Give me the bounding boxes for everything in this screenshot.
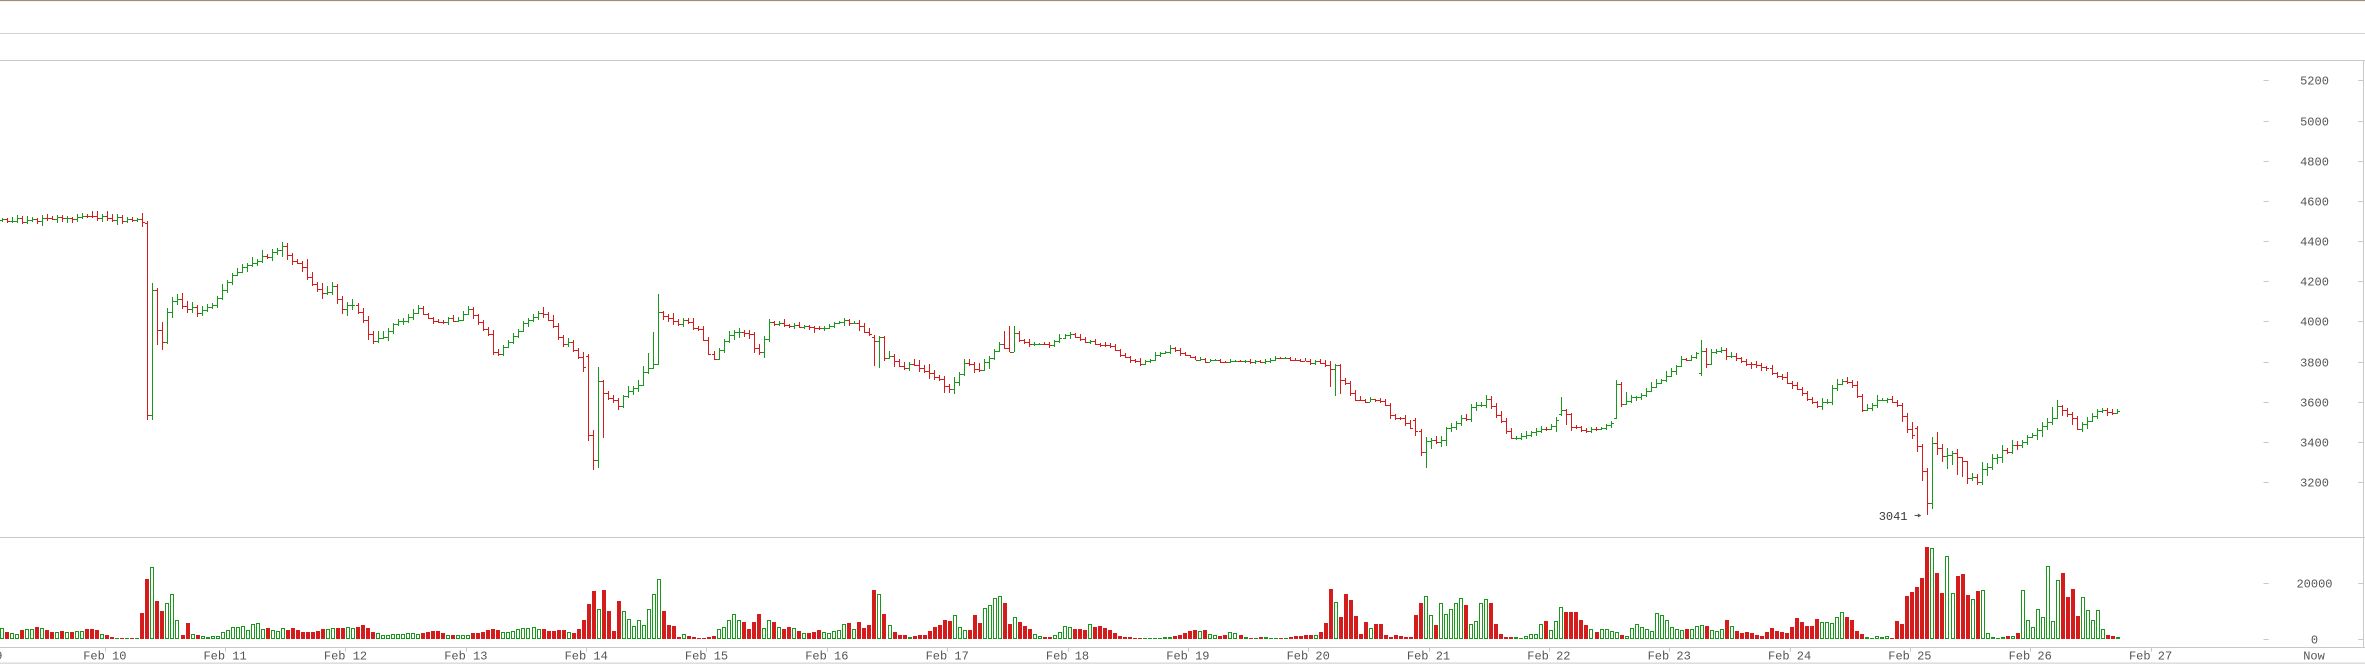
svg-text:5000: 5000 xyxy=(2300,115,2329,129)
svg-text:3600: 3600 xyxy=(2300,396,2329,410)
svg-text:Feb 25: Feb 25 xyxy=(1888,649,1931,663)
svg-text:Feb 18: Feb 18 xyxy=(1046,649,1089,663)
svg-text:Feb 9: Feb 9 xyxy=(0,649,3,663)
svg-text:3400: 3400 xyxy=(2300,436,2329,450)
svg-text:4200: 4200 xyxy=(2300,275,2329,289)
svg-text:Feb 24: Feb 24 xyxy=(1768,649,1811,663)
svg-text:Feb 17: Feb 17 xyxy=(926,649,969,663)
svg-text:Feb 27: Feb 27 xyxy=(2129,649,2172,663)
svg-text:4000: 4000 xyxy=(2300,315,2329,329)
svg-text:5200: 5200 xyxy=(2300,74,2329,88)
svg-text:Feb 14: Feb 14 xyxy=(565,649,608,663)
svg-text:4600: 4600 xyxy=(2300,195,2329,209)
svg-text:Feb 26: Feb 26 xyxy=(2009,649,2052,663)
svg-text:3800: 3800 xyxy=(2300,356,2329,370)
svg-text:3200: 3200 xyxy=(2300,476,2329,490)
svg-text:Feb 21: Feb 21 xyxy=(1407,649,1450,663)
svg-text:0: 0 xyxy=(2311,633,2318,647)
svg-text:Feb 19: Feb 19 xyxy=(1166,649,1209,663)
svg-text:4400: 4400 xyxy=(2300,235,2329,249)
svg-text:Feb 22: Feb 22 xyxy=(1527,649,1570,663)
svg-text:Feb 10: Feb 10 xyxy=(83,649,126,663)
svg-text:Feb 23: Feb 23 xyxy=(1648,649,1691,663)
svg-text:Feb 12: Feb 12 xyxy=(324,649,367,663)
svg-text:20000: 20000 xyxy=(2296,577,2332,591)
svg-text:3041: 3041 xyxy=(1879,510,1908,524)
svg-text:Feb 16: Feb 16 xyxy=(805,649,848,663)
svg-text:4800: 4800 xyxy=(2300,155,2329,169)
svg-text:Feb 20: Feb 20 xyxy=(1287,649,1330,663)
svg-text:Now: Now xyxy=(2303,649,2325,663)
svg-text:Feb 13: Feb 13 xyxy=(444,649,487,663)
svg-text:Feb 11: Feb 11 xyxy=(203,649,246,663)
svg-text:Feb 15: Feb 15 xyxy=(685,649,728,663)
